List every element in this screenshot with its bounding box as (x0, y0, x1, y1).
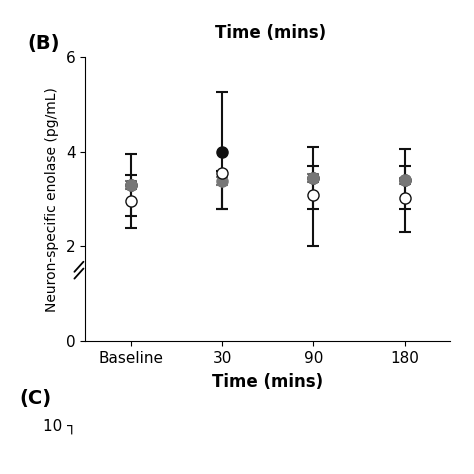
Text: 10 ┐: 10 ┐ (43, 419, 76, 434)
Y-axis label: Neuron-specific enolase (pg/mL): Neuron-specific enolase (pg/mL) (45, 87, 59, 311)
Text: Time (mins): Time (mins) (215, 24, 326, 42)
Text: (B): (B) (27, 34, 59, 53)
Text: (C): (C) (19, 389, 51, 408)
X-axis label: Time (mins): Time (mins) (212, 373, 323, 391)
